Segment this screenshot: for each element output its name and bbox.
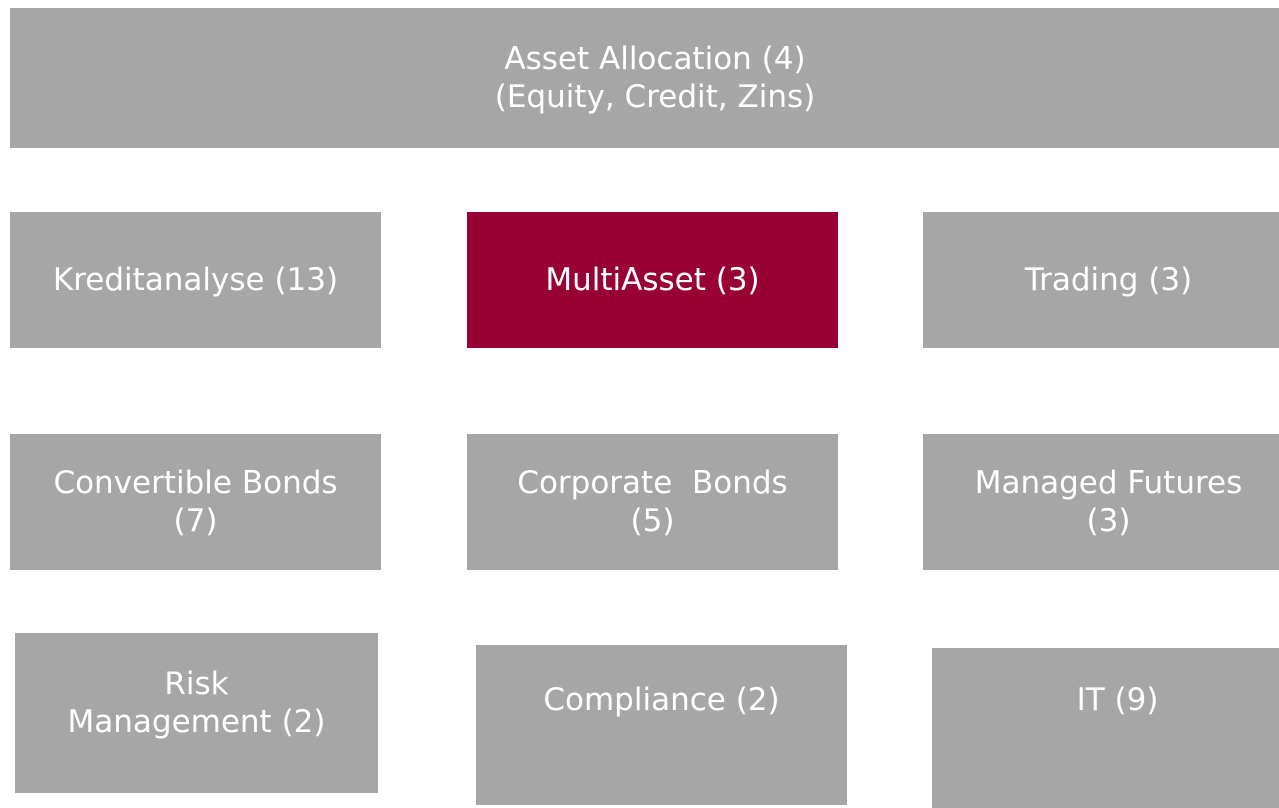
node-selected[interactable]: MultiAsset (3): [467, 212, 838, 348]
node[interactable]: Managed Futures (3): [923, 434, 1279, 570]
node-label: Corporate Bonds: [517, 465, 788, 501]
node-label: Asset Allocation (4): [504, 41, 806, 77]
node[interactable]: Kreditanalyse (13): [10, 212, 381, 348]
node-label: Management (2): [67, 704, 326, 740]
page: Asset Allocation (4) (Equity, Credit, Zi…: [10, 8, 1279, 808]
node-label: Trading (3): [1024, 262, 1193, 298]
node-label: (3): [1086, 503, 1131, 539]
node-label: IT (9): [1076, 682, 1159, 718]
node-label: Convertible Bonds: [53, 465, 338, 501]
node[interactable]: IT (9): [932, 648, 1279, 808]
node[interactable]: Trading (3): [923, 212, 1279, 348]
node[interactable]: Corporate Bonds (5): [467, 434, 838, 570]
node-label: Risk: [164, 666, 229, 702]
node[interactable]: Risk Management (2): [15, 633, 378, 793]
node[interactable]: Asset Allocation (4) (Equity, Credit, Zi…: [10, 8, 1279, 148]
node-label: (5): [630, 503, 675, 539]
node[interactable]: Compliance (2): [476, 645, 847, 805]
node-label: (7): [173, 503, 218, 539]
node-label: Managed Futures: [974, 465, 1243, 501]
node-label: Compliance (2): [543, 682, 780, 718]
node-label: (Equity, Credit, Zins): [494, 79, 816, 115]
node[interactable]: Convertible Bonds (7): [10, 434, 381, 570]
node-label: MultiAsset (3): [545, 262, 760, 298]
node-label: Kreditanalyse (13): [52, 262, 339, 298]
